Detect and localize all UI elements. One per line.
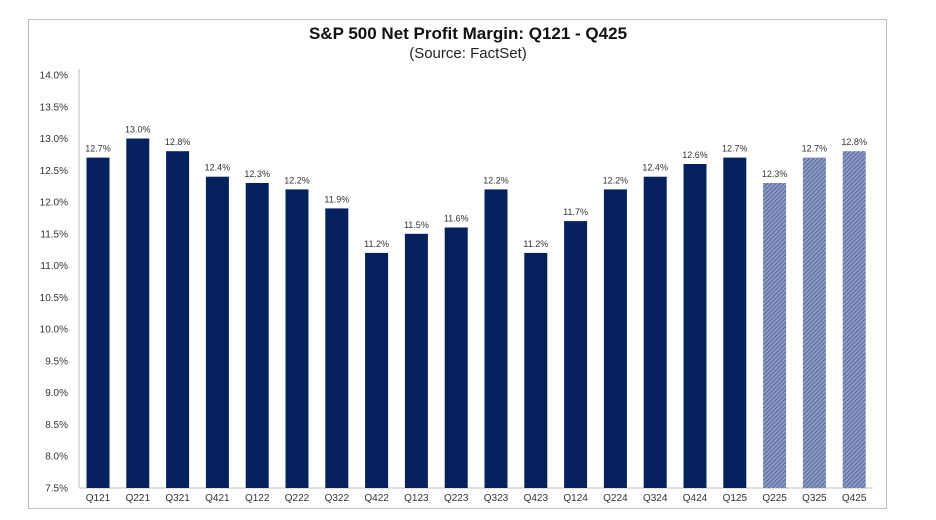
x-tick-label: Q123 [404, 493, 429, 504]
x-tick-label: Q422 [364, 493, 389, 504]
bar-estimate [802, 157, 826, 488]
bar [325, 208, 349, 488]
x-tick-label: Q322 [325, 493, 350, 504]
x-tick-label: Q421 [205, 493, 230, 504]
data-label: 12.7% [85, 144, 111, 154]
y-tick-label: 10.5% [40, 293, 68, 304]
x-axis: Q121 Q221 Q321 Q421 Q122 Q222 Q322 Q422 Q123 Q223… [86, 493, 867, 504]
x-tick-label: Q323 [484, 493, 509, 504]
data-label: 11.2% [523, 239, 548, 249]
data-labels: 12.7% 13.0% 12.8% 12.4% 12.3% 12.2% 11.9% 11.2%… [85, 125, 867, 249]
data-label: 11.9% [324, 194, 349, 204]
x-tick-label: Q325 [802, 493, 827, 504]
y-tick-label: 9.0% [45, 388, 68, 399]
y-tick-label: 12.5% [40, 166, 68, 177]
x-tick-label: Q225 [762, 493, 787, 504]
y-tick-label: 9.5% [45, 356, 68, 367]
y-tick-label: 11.5% [40, 229, 68, 240]
bars [86, 138, 866, 488]
bar [564, 221, 588, 488]
bar [603, 189, 627, 488]
bar [524, 252, 548, 488]
x-tick-label: Q223 [444, 493, 469, 504]
y-tick-label: 10.0% [40, 325, 68, 336]
x-tick-label: Q221 [126, 493, 151, 504]
data-label: 12.7% [802, 144, 828, 154]
y-tick-label: 14.0% [40, 71, 68, 82]
x-tick-label: Q224 [603, 493, 628, 504]
bar [86, 157, 110, 488]
y-tick-label: 11.0% [40, 261, 68, 272]
bar [723, 157, 747, 488]
data-label: 12.7% [722, 144, 748, 154]
data-label: 12.2% [284, 175, 310, 185]
y-tick-label: 13.5% [40, 102, 68, 113]
data-label: 11.2% [364, 239, 389, 249]
bar [683, 164, 707, 488]
data-label: 13.0% [125, 125, 151, 135]
data-label: 12.3% [762, 169, 788, 179]
y-tick-label: 13.0% [40, 134, 68, 145]
data-label: 12.8% [841, 137, 867, 147]
y-tick-label: 8.0% [45, 452, 68, 463]
data-label: 12.2% [483, 175, 509, 185]
data-label: 11.5% [404, 220, 429, 230]
bar [126, 138, 150, 488]
y-tick-label: 7.5% [45, 484, 68, 495]
bar [444, 227, 468, 488]
chart-title: S&P 500 Net Profit Margin: Q121 - Q425 [308, 24, 628, 43]
bar-estimate [842, 151, 866, 488]
data-label: 11.7% [563, 207, 588, 217]
x-tick-label: Q321 [165, 493, 190, 504]
chart-subtitle: (Source: FactSet) [409, 45, 527, 62]
bar [245, 183, 269, 488]
y-tick-label: 8.5% [45, 420, 68, 431]
x-tick-label: Q425 [842, 493, 867, 504]
x-tick-label: Q324 [643, 493, 668, 504]
x-tick-label: Q423 [524, 493, 549, 504]
x-tick-label: Q222 [285, 493, 310, 504]
bar [166, 151, 190, 488]
data-label: 11.6% [444, 213, 469, 223]
bar-estimate [763, 183, 787, 488]
bar [404, 233, 428, 488]
data-label: 12.4% [642, 163, 668, 173]
data-label: 12.2% [603, 175, 629, 185]
y-axis: 7.5% 8.0% 8.5% 9.0% 9.5% 10.0% 10.5% 11.0% 11.5%… [40, 69, 873, 495]
x-tick-label: Q424 [683, 493, 708, 504]
x-tick-label: Q122 [245, 493, 270, 504]
data-label: 12.6% [682, 150, 708, 160]
y-tick-label: 12.0% [40, 198, 68, 209]
bar [205, 176, 229, 488]
data-label: 12.3% [244, 169, 270, 179]
bar [643, 176, 667, 488]
data-label: 12.4% [205, 163, 231, 173]
x-tick-label: Q121 [86, 493, 111, 504]
x-tick-label: Q125 [723, 493, 748, 504]
x-tick-label: Q124 [563, 493, 588, 504]
bar [484, 189, 508, 488]
data-label: 12.8% [165, 137, 191, 147]
bar [285, 189, 309, 488]
bar [365, 252, 389, 488]
